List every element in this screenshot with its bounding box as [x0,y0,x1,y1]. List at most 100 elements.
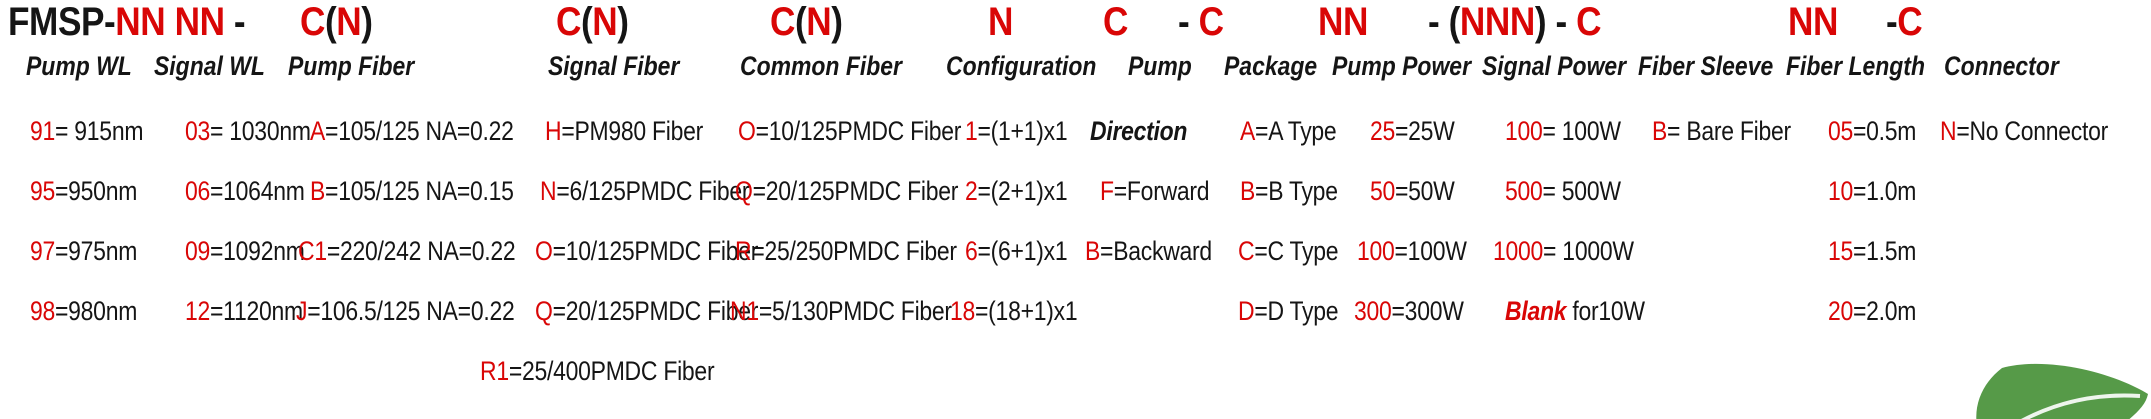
code-group-0: FMSP-NN NN - [8,0,246,44]
text-segment: =20/125PMDC Fiber [752,176,959,206]
legend-cell-fiber-length-r1: 10=1.0m [1828,174,1916,208]
text-segment: A [310,116,326,146]
legend-cell-fiber-length-r3: 20=2.0m [1828,294,1916,328]
text-segment: 91 [30,116,56,146]
text-segment: =10/125PMDC Fiber [755,116,962,146]
text-segment: =1.0m [1853,176,1917,206]
text-segment: B [310,176,326,206]
text-segment: =25/250PMDC Fiber [751,236,957,266]
text-segment: 03 [185,116,211,146]
code-group-9: NN [1788,0,1838,44]
legend-cell-common-fiber-r1: Q=20/125PMDC Fiber [735,174,958,208]
legend-cell-pump-wl-r0: 91= 915nm [30,114,143,148]
text-segment: N [988,0,1013,44]
legend-cell-pump-power-r2: 100=100W [1357,234,1467,268]
legend-cell-signal-power-r1: 500= 500W [1505,174,1621,208]
text-segment: 12 [185,296,211,326]
text-segment: B [1652,116,1668,146]
code-group-10: -C [1886,0,1923,44]
legend-cell-fiber-sleeve-r0: B= Bare Fiber [1652,114,1791,148]
legend-cell-configuration-r3: 18=(18+1)x1 [950,294,1078,328]
text-segment: 1 [965,116,978,146]
column-label-connector: Connector [1944,51,2059,81]
legend-cell-common-fiber-r0: O=10/125PMDC Fiber [738,114,961,148]
text-segment: =975nm [55,236,138,266]
code-group-2: C(N) [556,0,629,44]
text-segment: ) [617,0,629,44]
text-segment: NN [1788,0,1838,44]
legend-cell-connector-r0: N=No Connector [1940,114,2108,148]
text-segment: =Forward [1113,176,1210,206]
text-segment: =106.5/125 NA=0.22 [307,296,515,326]
text-segment: ) - [1534,0,1577,44]
text-segment: B [1085,236,1101,266]
legend-cell-signal-power-r2: 1000= 1000W [1493,234,1634,268]
text-segment: 15 [1828,236,1854,266]
text-segment: =Backward [1100,236,1212,266]
text-segment: 97 [30,236,56,266]
text-segment: NNN [1459,0,1535,44]
code-group-5: C [1103,0,1128,44]
text-segment: = Bare Fiber [1667,116,1791,146]
legend-cell-pump-direction-r2: B=Backward [1085,234,1212,268]
text-segment: 20 [1828,296,1854,326]
text-segment: =(18+1)x1 [975,296,1078,326]
legend-cell-signal-fiber-r4: R1=25/400PMDC Fiber [480,354,715,388]
text-segment: 95 [30,176,56,206]
text-segment: 10 [1828,176,1854,206]
code-group-3: C(N) [770,0,843,44]
text-segment: NN [1318,0,1368,44]
text-segment: 500 [1505,176,1543,206]
legend-cell-signal-wl-r1: 06=1064nm [185,174,305,208]
text-segment: 18 [950,296,976,326]
legend-cell-common-fiber-r2: R=25/250PMDC Fiber [735,234,957,268]
text-segment: - [224,0,246,44]
column-label-fiber-sleeve: Fiber Sleeve [1638,51,1774,81]
text-segment: 6 [965,236,978,266]
text-segment: =950nm [55,176,138,206]
text-segment: C1 [298,236,327,266]
column-label-pump-direction: Pump [1128,51,1192,81]
text-segment: 2 [965,176,978,206]
legend-cell-configuration-r1: 2=(2+1)x1 [965,174,1068,208]
legend-cell-signal-fiber-r2: O=10/125PMDC Fiber [535,234,758,268]
text-segment: =20/125PMDC Fiber [552,296,759,326]
text-segment: =980nm [55,296,138,326]
text-segment: C [1198,0,1224,44]
text-segment: =10/125PMDC Fiber [552,236,759,266]
text-segment: N [540,176,557,206]
code-group-8: - (NNN) - C [1428,0,1602,44]
code-group-4: N [988,0,1013,44]
text-segment: R1 [480,356,509,386]
text-segment: = 100W [1542,116,1621,146]
text-segment: Direction [1090,116,1188,146]
text-segment: =No Connector [1956,116,2109,146]
column-label-common-fiber: Common Fiber [740,51,902,81]
text-segment: 25 [1370,116,1396,146]
text-segment: ) [831,0,843,44]
text-segment: 05 [1828,116,1854,146]
text-segment: C [1897,0,1923,44]
text-segment: 100 [1505,116,1543,146]
legend-cell-pump-fiber-r1: B=105/125 NA=0.15 [310,174,514,208]
text-segment: A [1240,116,1256,146]
text-segment: 50 [1370,176,1396,206]
text-segment: Q [535,296,553,326]
legend-cell-pump-power-r3: 300=300W [1354,294,1464,328]
column-label-fiber-length: Fiber Length [1786,51,1925,81]
text-segment: ) [361,0,373,44]
text-segment: =PM980 Fiber [561,116,704,146]
text-segment: =300W [1391,296,1464,326]
column-label-configuration: Configuration [946,51,1097,81]
text-segment: =100W [1394,236,1467,266]
text-segment: =D Type [1254,296,1339,326]
text-segment: =50W [1395,176,1455,206]
legend-cell-pump-direction-r0: Direction [1090,114,1187,148]
text-segment: =A Type [1255,116,1337,146]
text-segment: FMSP- [8,0,116,44]
legend-cell-signal-fiber-r0: H=PM980 Fiber [545,114,703,148]
legend-cell-common-fiber-r3: N1=5/130PMDC Fiber [730,294,952,328]
text-segment: =2.0m [1853,296,1917,326]
text-segment: 98 [30,296,56,326]
